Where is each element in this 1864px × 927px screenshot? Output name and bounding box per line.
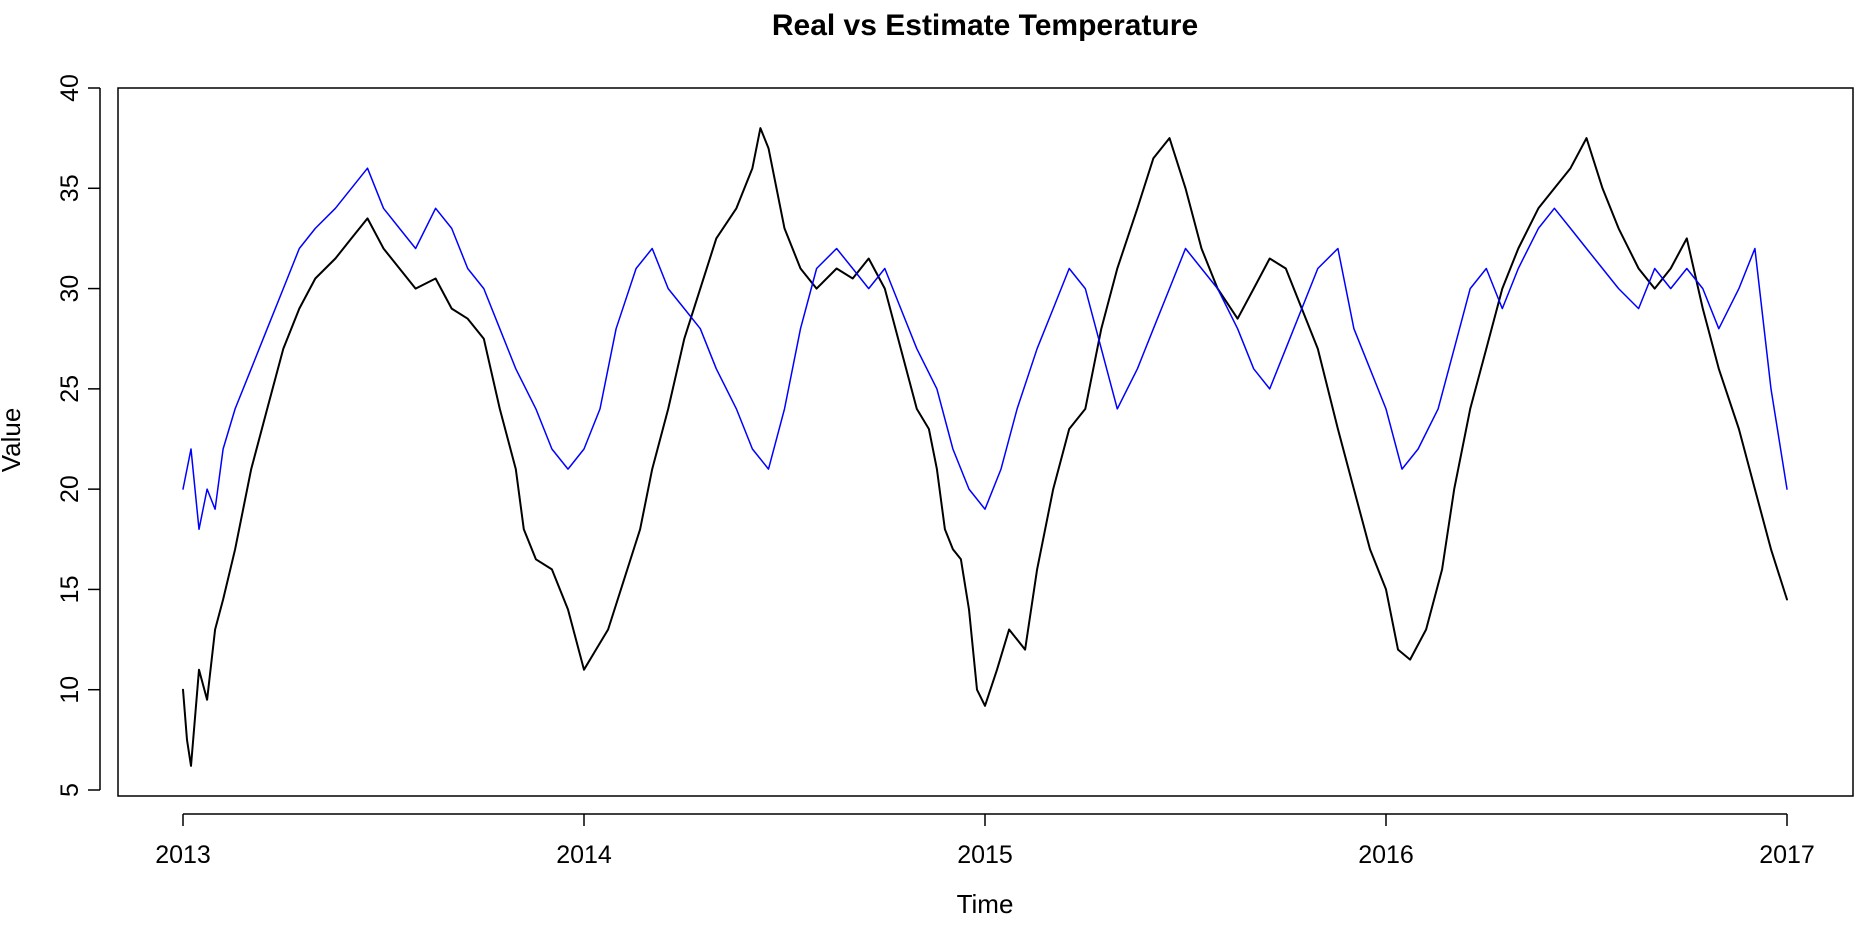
- y-axis-label: Value: [0, 408, 26, 473]
- axes-layer: 2013 2014 2015 2016 2017 5 10 15 20 25 30 35 40: [56, 74, 1815, 869]
- x-tick-label: 2017: [1759, 841, 1815, 869]
- x-axis-label: Time: [957, 889, 1014, 919]
- x-tick-label: 2016: [1358, 841, 1414, 869]
- series-line-real: [182, 127, 1788, 767]
- y-tick-label: 40: [56, 74, 84, 102]
- chart-title: Real vs Estimate Temperature: [772, 9, 1198, 42]
- plot-frame: [117, 87, 1854, 797]
- series-layer: [182, 127, 1788, 767]
- y-tick-label: 35: [56, 174, 84, 202]
- y-tick-label: 25: [56, 375, 84, 403]
- x-tick-label: 2015: [957, 841, 1013, 869]
- y-tick-label: 30: [56, 275, 84, 303]
- y-tick-label: 15: [56, 576, 84, 604]
- y-tick-label: 20: [56, 475, 84, 503]
- x-tick-label: 2013: [155, 841, 211, 869]
- y-tick-label: 10: [56, 676, 84, 704]
- series-line-estimate: [182, 167, 1788, 531]
- y-tick-label: 5: [56, 783, 84, 797]
- x-tick-label: 2014: [556, 841, 612, 869]
